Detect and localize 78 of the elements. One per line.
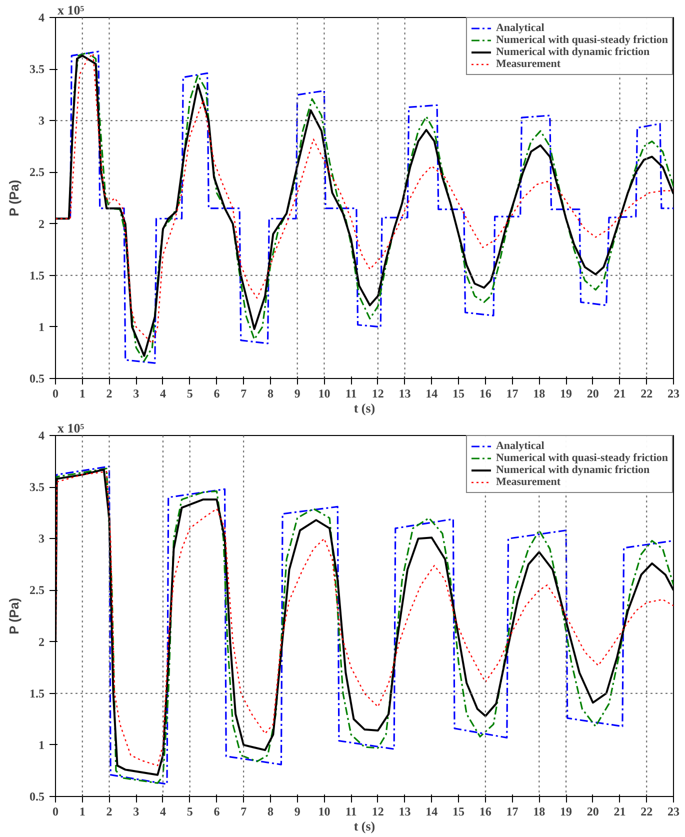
x-axis-title: t (s): [354, 818, 376, 834]
x-tick-label: 19: [560, 386, 572, 400]
x-tick-label: 0: [52, 804, 58, 818]
legend-label: Numerical with quasi-steady friction: [496, 34, 668, 46]
x-tick-label: 4: [160, 386, 166, 400]
x-tick-label: 6: [214, 386, 220, 400]
y-tick-label: 3.5: [30, 480, 44, 494]
x-tick-label: 22: [640, 804, 653, 818]
x-tick-label: 17: [506, 804, 518, 818]
y-axis-title: P (Pa): [6, 598, 22, 634]
x-tick-label: 2: [106, 386, 112, 400]
legend-label: Numerical with dynamic friction: [496, 464, 650, 476]
y-tick-label: 0.5: [30, 790, 44, 804]
x-tick-label: 21: [614, 386, 626, 400]
x-tick-label: 22: [640, 386, 653, 400]
y-tick-label: 2: [38, 634, 44, 649]
x-tick-label: 16: [479, 386, 492, 400]
x-tick-label: 18: [533, 804, 546, 818]
x-tick-label: 3: [133, 386, 140, 400]
text: x 10⁵: [58, 420, 84, 436]
x-tick-label: 8: [267, 386, 274, 400]
x-tick-label: 7: [240, 386, 247, 400]
x-tick-label: 7: [240, 804, 247, 818]
x-tick-label: 8: [267, 804, 274, 818]
text: x 10⁵: [58, 2, 84, 18]
y-tick-label: 4: [38, 428, 44, 442]
x-tick-label: 10: [318, 386, 330, 400]
y-tick-label: 0.5: [30, 372, 44, 386]
x-tick-label: 13: [398, 804, 411, 818]
x-tick-label: 17: [506, 386, 518, 400]
x-tick-label: 13: [398, 386, 411, 400]
y-tick-label: 2.5: [30, 583, 44, 598]
x-tick-label: 21: [614, 804, 626, 818]
y-tick-label: 3.5: [30, 62, 44, 76]
x-axis-title: t (s): [354, 400, 376, 416]
x-tick-label: 14: [426, 804, 438, 818]
x-tick-label: 3: [133, 804, 140, 818]
y-tick-label: 2.5: [30, 165, 44, 180]
y-axis-title: P (Pa): [6, 180, 22, 216]
legend-label: Analytical: [496, 440, 544, 452]
x-tick-label: 23: [668, 386, 680, 400]
y-tick-label: 1: [38, 738, 44, 752]
legend-label: Numerical with dynamic friction: [496, 46, 650, 58]
x-tick-label: 12: [372, 804, 384, 818]
legend-label: Measurement: [496, 476, 561, 488]
x-tick-label: 0: [52, 386, 58, 400]
x-tick-label: 12: [372, 386, 384, 400]
y-tick-label: 2: [38, 216, 44, 231]
x-tick-label: 14: [426, 386, 438, 400]
x-tick-label: 20: [586, 804, 599, 818]
y-tick-label: 3: [38, 114, 44, 128]
x-tick-label: 20: [586, 386, 599, 400]
y-tick-label: 1.5: [30, 268, 44, 282]
x-tick-label: 6: [214, 804, 220, 818]
x-tick-label: 4: [160, 804, 166, 818]
legend-label: Numerical with quasi-steady friction: [496, 452, 668, 464]
x-tick-label: 11: [345, 804, 357, 818]
x-tick-label: 5: [186, 804, 193, 818]
x-tick-label: 16: [479, 804, 492, 818]
y-tick-label: 1.5: [30, 686, 44, 700]
y-tick-label: 4: [38, 10, 44, 24]
y-tick-label: 1: [38, 320, 44, 334]
x-tick-label: 15: [452, 386, 465, 400]
x-tick-label: 2: [106, 804, 112, 818]
x-tick-label: 11: [345, 386, 357, 400]
x-tick-label: 19: [560, 804, 572, 818]
y-tick-label: 3: [38, 532, 44, 546]
x-tick-label: 9: [294, 804, 300, 818]
x-tick-label: 9: [294, 386, 300, 400]
x-tick-label: 18: [533, 386, 546, 400]
x-tick-label: 1: [79, 804, 86, 818]
x-tick-label: 5: [186, 386, 193, 400]
x-tick-label: 15: [452, 804, 465, 818]
legend-label: Measurement: [496, 58, 561, 70]
x-tick-label: 23: [668, 804, 680, 818]
x-tick-label: 1: [79, 386, 86, 400]
legend-label: Analytical: [496, 22, 544, 34]
x-tick-label: 10: [318, 804, 330, 818]
